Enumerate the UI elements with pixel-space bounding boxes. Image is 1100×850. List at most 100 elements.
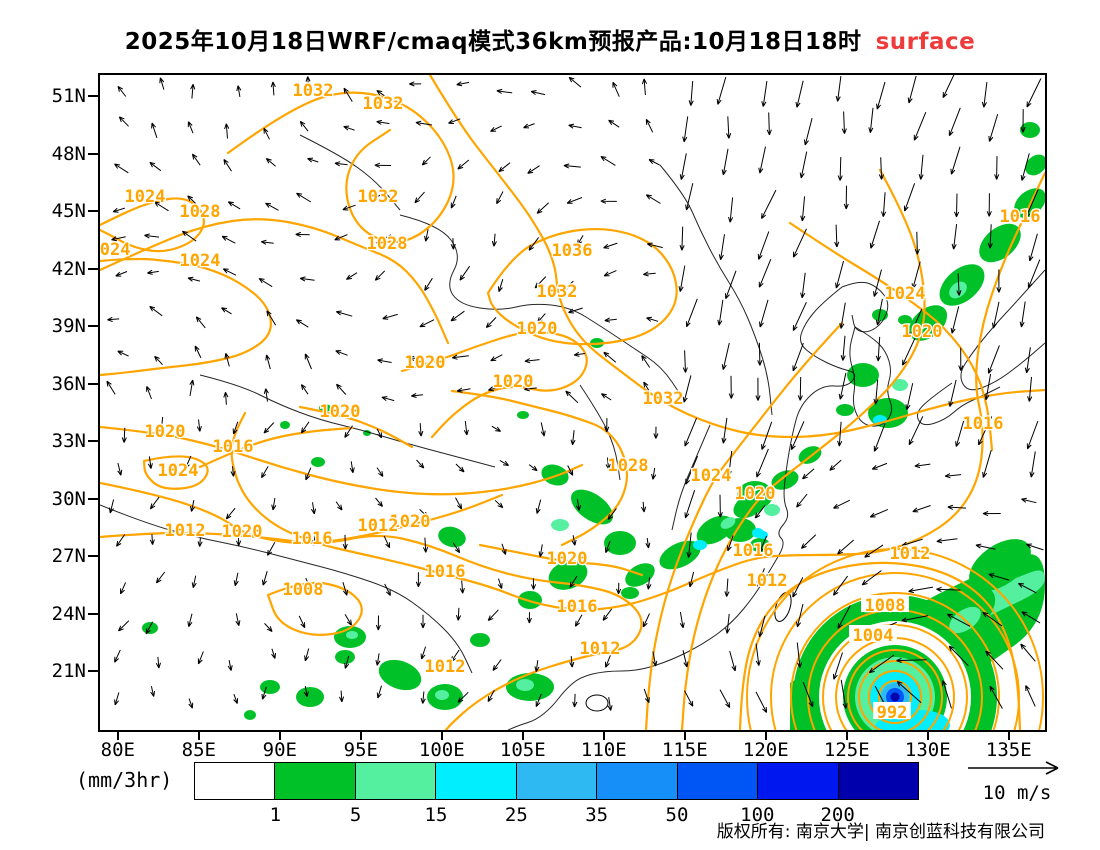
isobar-value-label: 1032 xyxy=(537,282,578,302)
isobar-value-label: 1012 xyxy=(747,571,788,591)
isobar-value-label: 1024 xyxy=(180,251,221,271)
lon-tick-mark xyxy=(926,731,929,740)
isobar-value-label: 1020 xyxy=(517,319,558,339)
colorbar-tick-label: 50 xyxy=(665,804,689,826)
isobar-value-label: 992 xyxy=(877,703,908,723)
isobar-value-label: 1020 xyxy=(320,402,361,422)
lon-tick-label: 80E xyxy=(100,739,135,761)
isobar-value-label: 1024 xyxy=(125,187,166,207)
isobar-value-label: 1036 xyxy=(552,241,593,261)
lat-tick-label: 51N xyxy=(51,85,86,108)
lon-tick-mark xyxy=(116,731,119,740)
colorbar-tick-label: 5 xyxy=(349,804,362,826)
isobar-value-label: 1028 xyxy=(367,234,408,254)
copyright-text: 版权所有: 南京大学| 南京创蓝科技有限公司 xyxy=(716,822,1045,842)
isobar-value-label: 1032 xyxy=(358,187,399,207)
lon-tick-label: 105E xyxy=(499,739,546,761)
colorbar-tick-label: 100 xyxy=(740,804,775,826)
lon-tick-mark xyxy=(278,731,281,740)
isobar-value-label: 1032 xyxy=(293,81,334,101)
lon-tick-mark xyxy=(440,731,443,740)
lat-tick-mark xyxy=(88,152,98,155)
lat-tick-label: 27N xyxy=(51,545,86,568)
isobar-value-label: 1024 xyxy=(691,466,732,486)
lat-tick-label: 33N xyxy=(51,430,86,453)
lat-tick-mark xyxy=(88,555,98,558)
isobar-value-label: 1020 xyxy=(735,484,776,504)
map-frame: 1032 1032 1032 1032 1032 1036 1024 1024 1024 1024… xyxy=(98,73,1047,732)
lon-tick-label: 130E xyxy=(904,739,951,761)
lon-tick-mark xyxy=(764,731,767,740)
lon-tick-mark xyxy=(845,731,848,740)
isobar-value-label: 1024 xyxy=(100,240,130,260)
isobar-value-label: 1012 xyxy=(165,521,206,541)
lat-tick-mark xyxy=(88,325,98,328)
isobar-value-label: 1016 xyxy=(425,562,466,582)
lon-tick-mark xyxy=(197,731,200,740)
lat-tick-mark xyxy=(88,670,98,673)
contour-label-layer: 1032 1032 1032 1032 1032 1036 1024 1024 1024 1024… xyxy=(100,80,1042,725)
colorbar-tick-label: 1 xyxy=(269,804,282,826)
colorbar-cell xyxy=(436,763,517,799)
colorbar-cell xyxy=(677,763,759,799)
lon-tick-mark xyxy=(1007,731,1010,740)
weather-map-canvas: 1032 1032 1032 1032 1032 1036 1024 1024 1024 1024… xyxy=(100,75,1045,730)
colorbar-cell xyxy=(597,763,678,799)
lat-tick-mark xyxy=(88,497,98,500)
lat-tick-mark xyxy=(88,382,98,385)
isobar-value-label: 1024 xyxy=(158,461,199,481)
isobar-value-label: 1016 xyxy=(733,541,774,561)
isobar-value-label: 1016 xyxy=(213,437,254,457)
lon-tick-label: 85E xyxy=(181,739,216,761)
lon-tick-label: 120E xyxy=(742,739,789,761)
lon-tick-label: 90E xyxy=(262,739,297,761)
isobar-value-label: 1016 xyxy=(292,529,333,549)
colorbar-cell xyxy=(355,763,437,799)
lon-tick-label: 135E xyxy=(985,739,1032,761)
lat-tick-label: 42N xyxy=(51,257,86,280)
isobar-value-label: 1032 xyxy=(643,389,684,409)
lat-tick-label: 45N xyxy=(51,200,86,223)
lon-tick-mark xyxy=(602,731,605,740)
isobar-value-label: 1008 xyxy=(865,596,906,616)
isobar-value-label: 1004 xyxy=(853,626,894,646)
lat-tick-label: 24N xyxy=(51,602,86,625)
title-text: 2025年10月18日WRF/cmaq模式36km预报产品:10月18日18时 xyxy=(124,29,862,55)
isobar-value-label: 1016 xyxy=(557,597,598,617)
colorbar-cell xyxy=(195,763,276,799)
colorbar-cell xyxy=(516,763,598,799)
colorbar-tick-label: 35 xyxy=(585,804,609,826)
isobar-value-label: 1028 xyxy=(180,202,221,222)
isobar-value-label: 1020 xyxy=(547,549,588,569)
lon-tick-label: 125E xyxy=(823,739,870,761)
isobar-value-label: 1028 xyxy=(608,456,649,476)
lon-tick-label: 110E xyxy=(580,739,627,761)
colorbar-cell xyxy=(758,763,839,799)
lon-tick-label: 100E xyxy=(418,739,465,761)
lat-tick-mark xyxy=(88,267,98,270)
lat-tick-mark xyxy=(88,612,98,615)
isobar-value-label: 1012 xyxy=(890,544,931,564)
isobar-value-label: 1012 xyxy=(580,639,621,659)
wind-reference-label: 10 m/s xyxy=(982,782,1052,804)
lon-tick-mark xyxy=(683,731,686,740)
lat-tick-label: 21N xyxy=(51,660,86,683)
isobar-value-label: 1020 xyxy=(902,322,943,342)
isobar-value-label: 1024 xyxy=(885,284,926,304)
isobar-value-label: 1020 xyxy=(493,372,534,392)
isobar-value-label: 1012 xyxy=(358,516,399,536)
lat-tick-label: 39N xyxy=(51,315,86,338)
isobar-value-label: 1020 xyxy=(405,353,446,373)
precip-colorbar xyxy=(194,762,919,800)
lat-tick-label: 48N xyxy=(51,142,86,165)
colorbar-cell xyxy=(275,763,356,799)
precip-unit-label: (mm/3hr) xyxy=(76,768,173,792)
isobar-value-label: 1020 xyxy=(222,522,263,542)
lon-tick-mark xyxy=(359,731,362,740)
lon-tick-label: 115E xyxy=(661,739,708,761)
isobar-value-label: 1016 xyxy=(963,414,1004,434)
wind-arrow-layer xyxy=(106,75,1044,715)
wind-arrow-glyph xyxy=(968,761,1059,775)
lat-tick-label: 36N xyxy=(51,372,86,395)
lon-tick-label: 95E xyxy=(343,739,378,761)
